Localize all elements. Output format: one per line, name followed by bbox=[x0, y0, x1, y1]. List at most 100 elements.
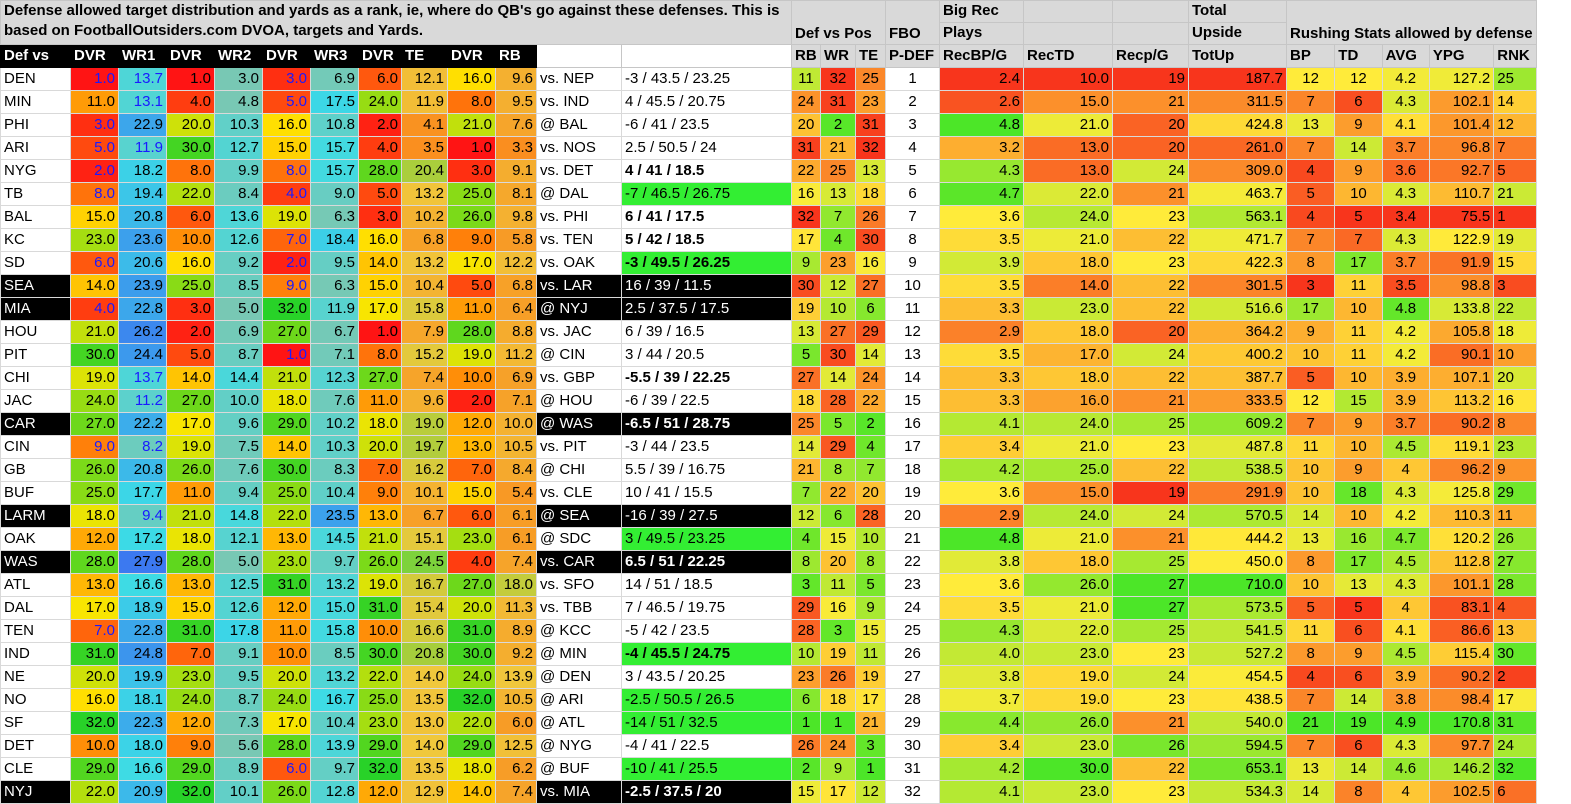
spread-cell: -2.5 / 37.5 / 20 bbox=[621, 780, 792, 804]
rush-ypg-cell: 86.6 bbox=[1428, 619, 1495, 643]
recp-cell: 25 bbox=[1112, 550, 1189, 574]
total-upside-cell: 463.7 bbox=[1188, 182, 1287, 206]
rank-cell: 17.2 bbox=[118, 527, 167, 551]
rank-cell: 23.0 bbox=[166, 665, 215, 689]
rank-cell: 15.0 bbox=[70, 205, 119, 229]
rush-rank-cell: 18 bbox=[1493, 320, 1537, 344]
rank-cell: 18.0 bbox=[166, 527, 215, 551]
rush-bp-cell: 11 bbox=[1285, 435, 1336, 459]
spread-cell: 3 / 43.5 / 20.25 bbox=[621, 665, 792, 689]
rank-cell: 31.0 bbox=[358, 596, 402, 620]
rank-cell: 26.0 bbox=[447, 205, 496, 229]
rank-cell: 23.6 bbox=[118, 228, 167, 252]
rank-cell: 15.0 bbox=[166, 596, 215, 620]
rank-cell: 30.0 bbox=[262, 458, 311, 482]
rank-cell: 24.0 bbox=[166, 688, 215, 712]
rec-bp-cell: 4.1 bbox=[939, 780, 1024, 804]
rank-cell: 9.5 bbox=[495, 90, 537, 114]
spread-cell: 6.5 / 51 / 22.25 bbox=[621, 550, 792, 574]
rush-ypg-cell: 107.1 bbox=[1428, 366, 1495, 390]
def-vs-pos-cell: 15 bbox=[855, 619, 886, 643]
rush-avg-cell: 3.9 bbox=[1381, 389, 1430, 413]
rank-cell: 23.5 bbox=[310, 504, 359, 528]
rank-cell: 10.3 bbox=[214, 113, 263, 137]
rank-cell: 22.8 bbox=[118, 297, 167, 321]
def-vs-pos-cell: 25 bbox=[820, 159, 856, 183]
pass-def-rank-cell: 26 bbox=[885, 642, 940, 666]
rank-cell: 13.0 bbox=[358, 504, 402, 528]
pass-def-rank-cell: 7 bbox=[885, 205, 940, 229]
rank-cell: 3.5 bbox=[401, 136, 448, 160]
rec-td-cell: 24.0 bbox=[1023, 504, 1113, 528]
def-vs-pos-cell: 10 bbox=[855, 527, 886, 551]
rank-cell: 2.0 bbox=[447, 389, 496, 413]
rank-cell: 21.0 bbox=[166, 504, 215, 528]
column-header: DVR bbox=[262, 44, 311, 68]
rank-cell: 5.0 bbox=[262, 90, 311, 114]
def-vs-pos-cell: 29 bbox=[855, 320, 886, 344]
rank-cell: 12.6 bbox=[214, 228, 263, 252]
rush-td-cell: 7 bbox=[1334, 228, 1383, 252]
rank-cell: 9.9 bbox=[214, 159, 263, 183]
rush-bp-cell: 9 bbox=[1285, 320, 1336, 344]
def-vs-pos-cell: 10 bbox=[791, 642, 821, 666]
rank-cell: 7.0 bbox=[358, 458, 402, 482]
rush-rank-cell: 27 bbox=[1493, 550, 1537, 574]
rank-cell: 22.0 bbox=[166, 182, 215, 206]
rush-avg-cell: 3.9 bbox=[1381, 665, 1430, 689]
rush-ypg-cell: 125.8 bbox=[1428, 481, 1495, 505]
total-upside-cell: 527.2 bbox=[1188, 642, 1287, 666]
table-row: KC 23.0 23.6 10.0 12.6 7.0 18.4 16.0 6.8 9.0 5.8 vs… bbox=[0, 228, 1537, 252]
rank-cell: 3.0 bbox=[358, 205, 402, 229]
total-upside-cell: 364.2 bbox=[1188, 320, 1287, 344]
total-upside-cell: 450.0 bbox=[1188, 550, 1287, 574]
table-row: CIN 9.0 8.2 19.0 7.5 14.0 10.3 20.0 19.7 13.0 10.5… bbox=[0, 435, 1537, 459]
rank-cell: 6.2 bbox=[495, 757, 537, 781]
rank-cell: 19.9 bbox=[118, 665, 167, 689]
rank-cell: 19.0 bbox=[262, 205, 311, 229]
rank-cell: 12.0 bbox=[262, 596, 311, 620]
def-vs-pos-cell: 27 bbox=[791, 366, 821, 390]
def-vs-pos-cell: 28 bbox=[791, 619, 821, 643]
rec-td-cell: 24.0 bbox=[1023, 412, 1113, 436]
column-header: TD bbox=[1334, 44, 1383, 68]
rank-cell: 17.0 bbox=[70, 596, 119, 620]
total-upside-header-1: Total bbox=[1188, 0, 1287, 23]
rank-cell: 8.0 bbox=[166, 159, 215, 183]
rushing-stats-header: Rushing Stats allowed by defense bbox=[1286, 0, 1537, 45]
spread-cell: -6.5 / 51 / 28.75 bbox=[621, 412, 792, 436]
rec-bp-cell: 4.3 bbox=[939, 619, 1024, 643]
fbo-header: FBO bbox=[885, 0, 940, 45]
rush-ypg-cell: 96.8 bbox=[1428, 136, 1495, 160]
team-cell: NE bbox=[0, 665, 71, 689]
rank-cell: 11.0 bbox=[447, 297, 496, 321]
pass-def-rank-cell: 15 bbox=[885, 389, 940, 413]
total-upside-cell: 291.9 bbox=[1188, 481, 1287, 505]
rank-cell: 8.4 bbox=[495, 458, 537, 482]
rank-cell: 27.0 bbox=[447, 573, 496, 597]
rush-bp-cell: 14 bbox=[1285, 780, 1336, 804]
rush-avg-cell: 4.2 bbox=[1381, 320, 1430, 344]
rank-cell: 9.6 bbox=[214, 412, 263, 436]
spread-cell: -5.5 / 39 / 22.25 bbox=[621, 366, 792, 390]
rank-cell: 4.1 bbox=[401, 113, 448, 137]
spread-cell: -3 / 43.5 / 23.25 bbox=[621, 67, 792, 91]
team-cell: DET bbox=[0, 734, 71, 758]
rank-cell: 18.0 bbox=[358, 412, 402, 436]
rank-cell: 6.9 bbox=[310, 67, 359, 91]
rank-cell: 14.0 bbox=[70, 274, 119, 298]
rank-cell: 3.0 bbox=[70, 113, 119, 137]
rank-cell: 12.1 bbox=[214, 527, 263, 551]
rank-cell: 8.7 bbox=[214, 343, 263, 367]
def-vs-pos-cell: 13 bbox=[855, 159, 886, 183]
rank-cell: 14.0 bbox=[262, 435, 311, 459]
column-header: WR3 bbox=[310, 44, 359, 68]
recp-cell: 23 bbox=[1112, 251, 1189, 275]
rank-cell: 13.0 bbox=[401, 711, 448, 735]
def-vs-pos-cell: 4 bbox=[820, 228, 856, 252]
rec-bp-cell: 2.4 bbox=[939, 67, 1024, 91]
rank-cell: 18.0 bbox=[495, 573, 537, 597]
column-header: WR2 bbox=[214, 44, 263, 68]
rank-cell: 24.5 bbox=[401, 550, 448, 574]
rank-cell: 30.0 bbox=[166, 136, 215, 160]
